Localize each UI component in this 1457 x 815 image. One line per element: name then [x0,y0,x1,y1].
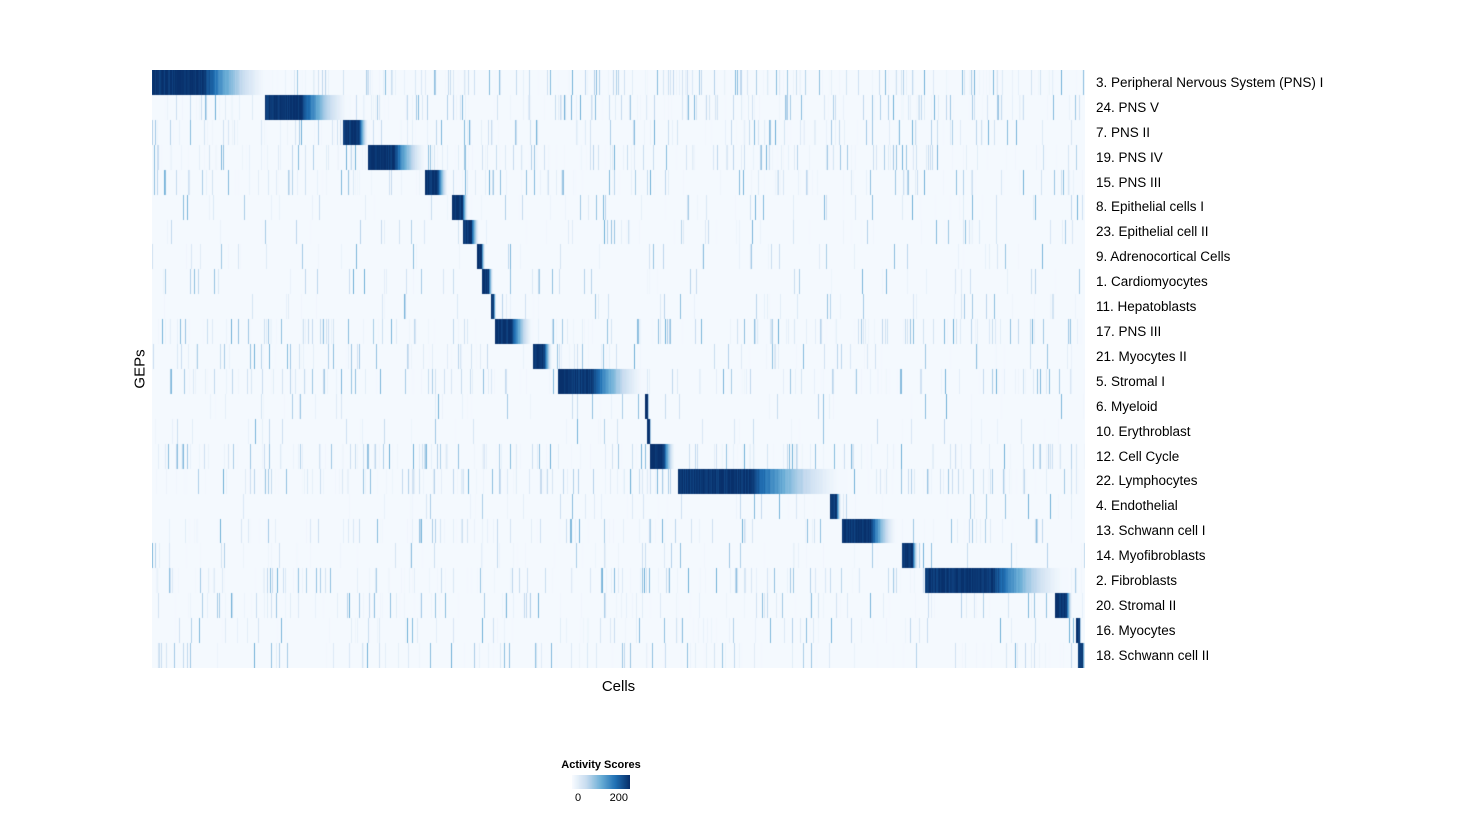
row-label: 11. Hepatoblasts [1096,299,1197,315]
row-label: 3. Peripheral Nervous System (PNS) I [1096,74,1324,90]
heatmap-canvas [152,70,1085,668]
legend-gradient-bar [572,775,630,789]
row-label: 18. Schwann cell II [1096,647,1210,663]
row-label: 16. Myocytes [1096,622,1176,638]
row-label: 22. Lymphocytes [1096,473,1198,489]
row-label: 8. Epithelial cells I [1096,199,1205,215]
row-label: 14. Myofibroblasts [1096,548,1206,564]
row-label: 1. Cardiomyocytes [1096,274,1208,290]
row-label: 10. Erythroblast [1096,423,1191,439]
legend-title: Activity Scores [561,759,641,771]
row-label: 24. PNS V [1096,99,1160,115]
colorbar-legend: Activity Scores 0 200 [561,759,640,804]
row-label: 9. Adrenocortical Cells [1096,249,1231,265]
row-label: 21. Myocytes II [1096,348,1187,364]
row-label: 13. Schwann cell I [1096,523,1206,539]
legend-tick-max: 200 [609,792,628,804]
row-label: 4. Endothelial [1096,498,1178,514]
row-label: 19. PNS IV [1096,149,1163,165]
legend-ticks: 0 200 [572,792,630,804]
row-label: 15. PNS III [1096,174,1162,190]
row-label: 5. Stromal I [1096,373,1166,389]
x-axis-label: Cells [601,678,636,695]
row-label: 2. Fibroblasts [1096,573,1178,589]
row-label: 6. Myeloid [1096,398,1158,414]
row-label: 17. PNS III [1096,324,1162,340]
legend-tick-min: 0 [575,792,582,804]
y-axis-label: GEPs [131,349,149,389]
row-label: 12. Cell Cycle [1096,448,1180,464]
row-label: 23. Epithelial cell II [1096,224,1209,240]
row-label: 20. Stromal II [1096,597,1177,613]
row-labels: 3. Peripheral Nervous System (PNS) I 24. … [1093,70,1423,668]
row-label: 7. PNS II [1096,124,1151,140]
